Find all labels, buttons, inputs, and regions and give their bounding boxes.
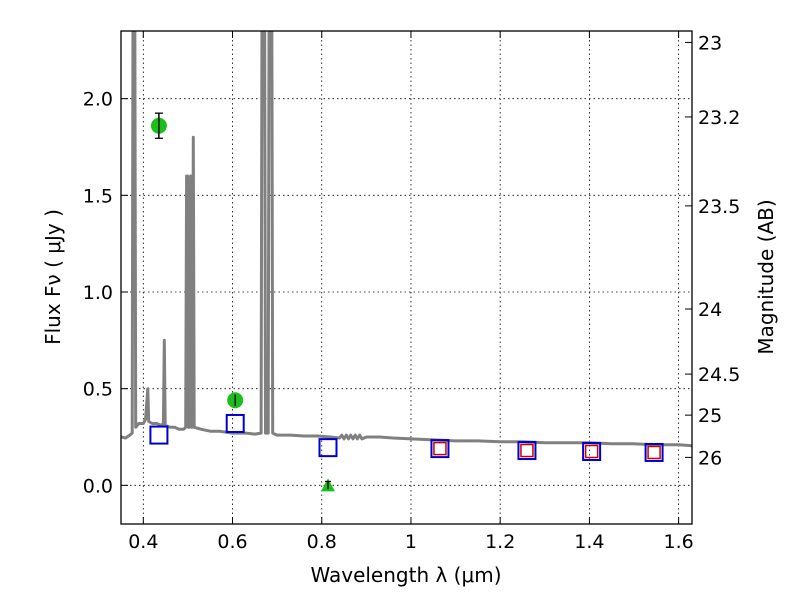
x-tick-label: 0.6 — [217, 531, 247, 553]
y-tick-label: 0.5 — [83, 379, 113, 401]
model-photometry-point — [644, 442, 664, 462]
observed-box-point — [584, 444, 599, 459]
x-tick-label: 1.6 — [664, 531, 694, 553]
x-tick-label: 0.8 — [307, 531, 337, 553]
mag-tick-label: 23 — [698, 32, 722, 54]
model-photometry-point — [149, 425, 169, 445]
mag-tick-label: 23.2 — [698, 107, 740, 129]
y-tick-label: 2.0 — [83, 89, 113, 111]
observed-box-point — [520, 443, 534, 458]
y-tick-label: 0.0 — [83, 475, 113, 497]
y-axis-title-right: Magnitude (AB) — [754, 199, 778, 354]
model-spectrum-line — [121, 31, 692, 448]
x-tick-label: 1 — [405, 531, 417, 553]
y-axis-title-left: Flux Fν ( μJy ) — [41, 209, 65, 345]
model-photometry-point — [517, 441, 537, 461]
model-photometry-point — [430, 439, 450, 459]
plot-frame — [120, 30, 693, 525]
model-photometry-point — [225, 413, 245, 433]
x-tick-label: 1.2 — [485, 531, 515, 553]
mag-tick-label: 25 — [698, 405, 722, 427]
plot-area — [121, 31, 692, 492]
model-photometry-point — [582, 442, 602, 461]
observed-box-point — [647, 445, 661, 460]
y-tick-label: 1.0 — [83, 282, 113, 304]
observed-box-point — [433, 441, 447, 456]
mag-tick-label: 24 — [698, 299, 722, 321]
x-tick-label: 0.4 — [128, 531, 158, 553]
x-axis-title: Wavelength λ (μm) — [310, 563, 501, 587]
y-tick-label: 1.5 — [83, 185, 113, 207]
model-photometry-point — [318, 438, 338, 458]
x-tick-label: 1.4 — [574, 531, 604, 553]
axes: 0.4 0.6 0.8 1 1.2 1.4 1.6 0.0 0.5 1.0 1.5 2.0 23 23.2… — [83, 31, 740, 553]
mag-tick-label: 23.5 — [698, 196, 740, 218]
mag-tick-label: 26 — [698, 447, 722, 469]
mag-tick-label: 24.5 — [698, 364, 740, 386]
